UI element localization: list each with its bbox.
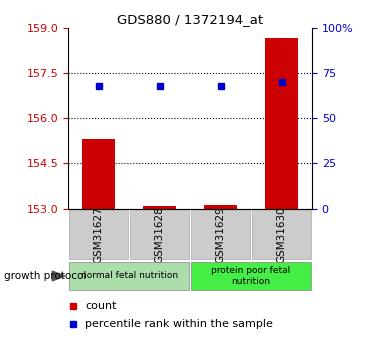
Bar bbox=[82, 139, 115, 209]
Bar bbox=[204, 205, 238, 209]
Text: normal fetal nutrition: normal fetal nutrition bbox=[81, 272, 178, 280]
Text: GSM31630: GSM31630 bbox=[277, 206, 287, 263]
Text: growth protocol: growth protocol bbox=[4, 271, 86, 281]
Text: percentile rank within the sample: percentile rank within the sample bbox=[85, 319, 273, 328]
Bar bbox=[130, 210, 189, 259]
Bar bbox=[265, 38, 298, 209]
Title: GDS880 / 1372194_at: GDS880 / 1372194_at bbox=[117, 13, 263, 27]
Text: protein poor fetal
nutrition: protein poor fetal nutrition bbox=[211, 266, 291, 286]
Bar bbox=[69, 210, 128, 259]
Bar bbox=[191, 210, 250, 259]
Bar bbox=[191, 262, 311, 290]
Text: GSM31629: GSM31629 bbox=[216, 206, 225, 263]
Bar bbox=[252, 210, 311, 259]
Text: GSM31628: GSM31628 bbox=[155, 206, 165, 263]
Text: GSM31627: GSM31627 bbox=[94, 206, 104, 263]
Polygon shape bbox=[52, 271, 65, 281]
Bar bbox=[143, 206, 176, 209]
Text: count: count bbox=[85, 302, 117, 311]
Bar bbox=[69, 262, 189, 290]
